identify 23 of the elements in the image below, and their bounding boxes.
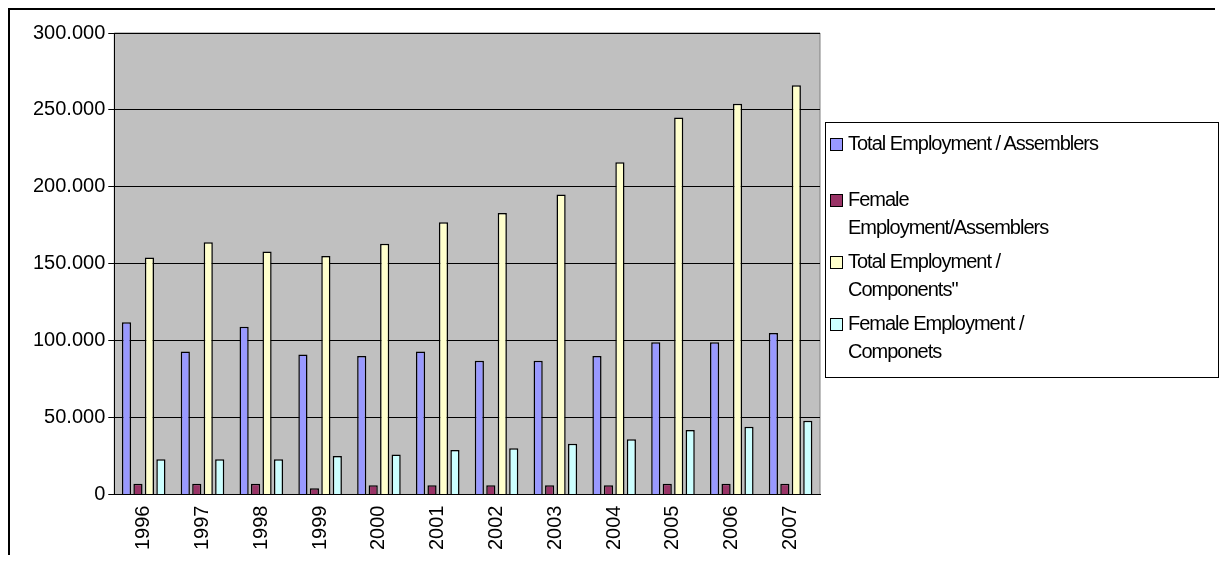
x-tick-label: 1998: [248, 505, 271, 551]
x-tick-label: 2004: [601, 505, 624, 551]
legend-label: Total Employment / Assemblers: [848, 131, 1098, 156]
x-tick-label: 2002: [484, 505, 507, 551]
y-tick-label: 50.000: [44, 405, 106, 428]
y-tick-label: 0: [94, 482, 106, 505]
x-tick-label: 2001: [425, 505, 448, 551]
x-tick-label: 2007: [778, 505, 801, 551]
y-tick-label: 150.000: [33, 251, 106, 274]
y-tick-label: 250.000: [33, 97, 106, 120]
x-tick-label: 2000: [366, 505, 389, 551]
x-tick-label: 2005: [660, 505, 683, 551]
legend-label: Female Employment / Componets: [848, 311, 1026, 364]
x-tick-label: 1997: [190, 505, 213, 551]
legend-label: Total Employment / Components": [848, 249, 1002, 302]
x-tick-label: 2006: [719, 505, 742, 551]
y-tick-label: 300.000: [33, 20, 106, 43]
x-tick-label: 2003: [542, 505, 565, 551]
y-tick-label: 100.000: [33, 328, 106, 351]
legend-label: Female Employment/Assemblers: [848, 187, 1050, 240]
x-tick-label: 1996: [131, 505, 154, 551]
x-tick-label: 1999: [307, 505, 330, 551]
y-tick-label: 200.000: [33, 174, 106, 197]
